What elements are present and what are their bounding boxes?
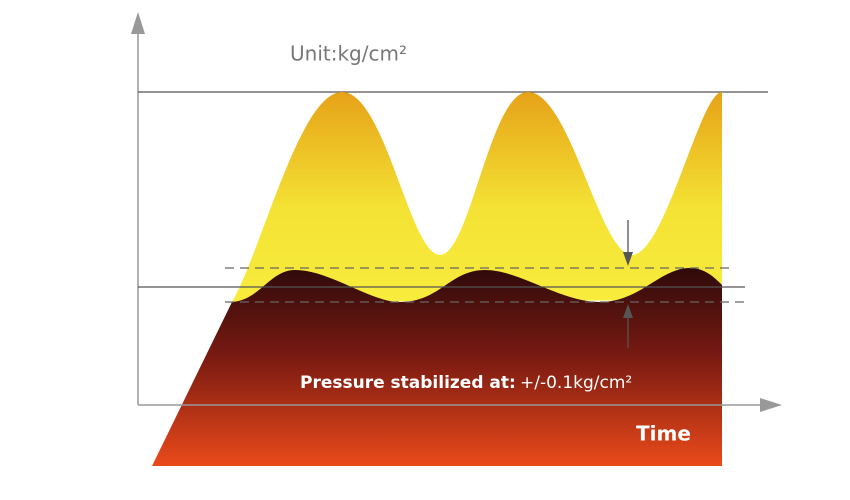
annotation-value: +/-0.1kg/cm² [520,373,632,393]
annotation-label: Pressure stabilized at: [300,373,516,393]
stabilized-area [152,268,722,466]
arrow-down-head [623,252,633,266]
unit-label: Unit:kg/cm² [290,42,407,66]
y-arrow [131,12,145,34]
pressure-wave [232,92,722,302]
x-axis-label: Time [636,422,691,446]
arrow-up-head [623,304,633,318]
x-arrow [760,398,782,412]
